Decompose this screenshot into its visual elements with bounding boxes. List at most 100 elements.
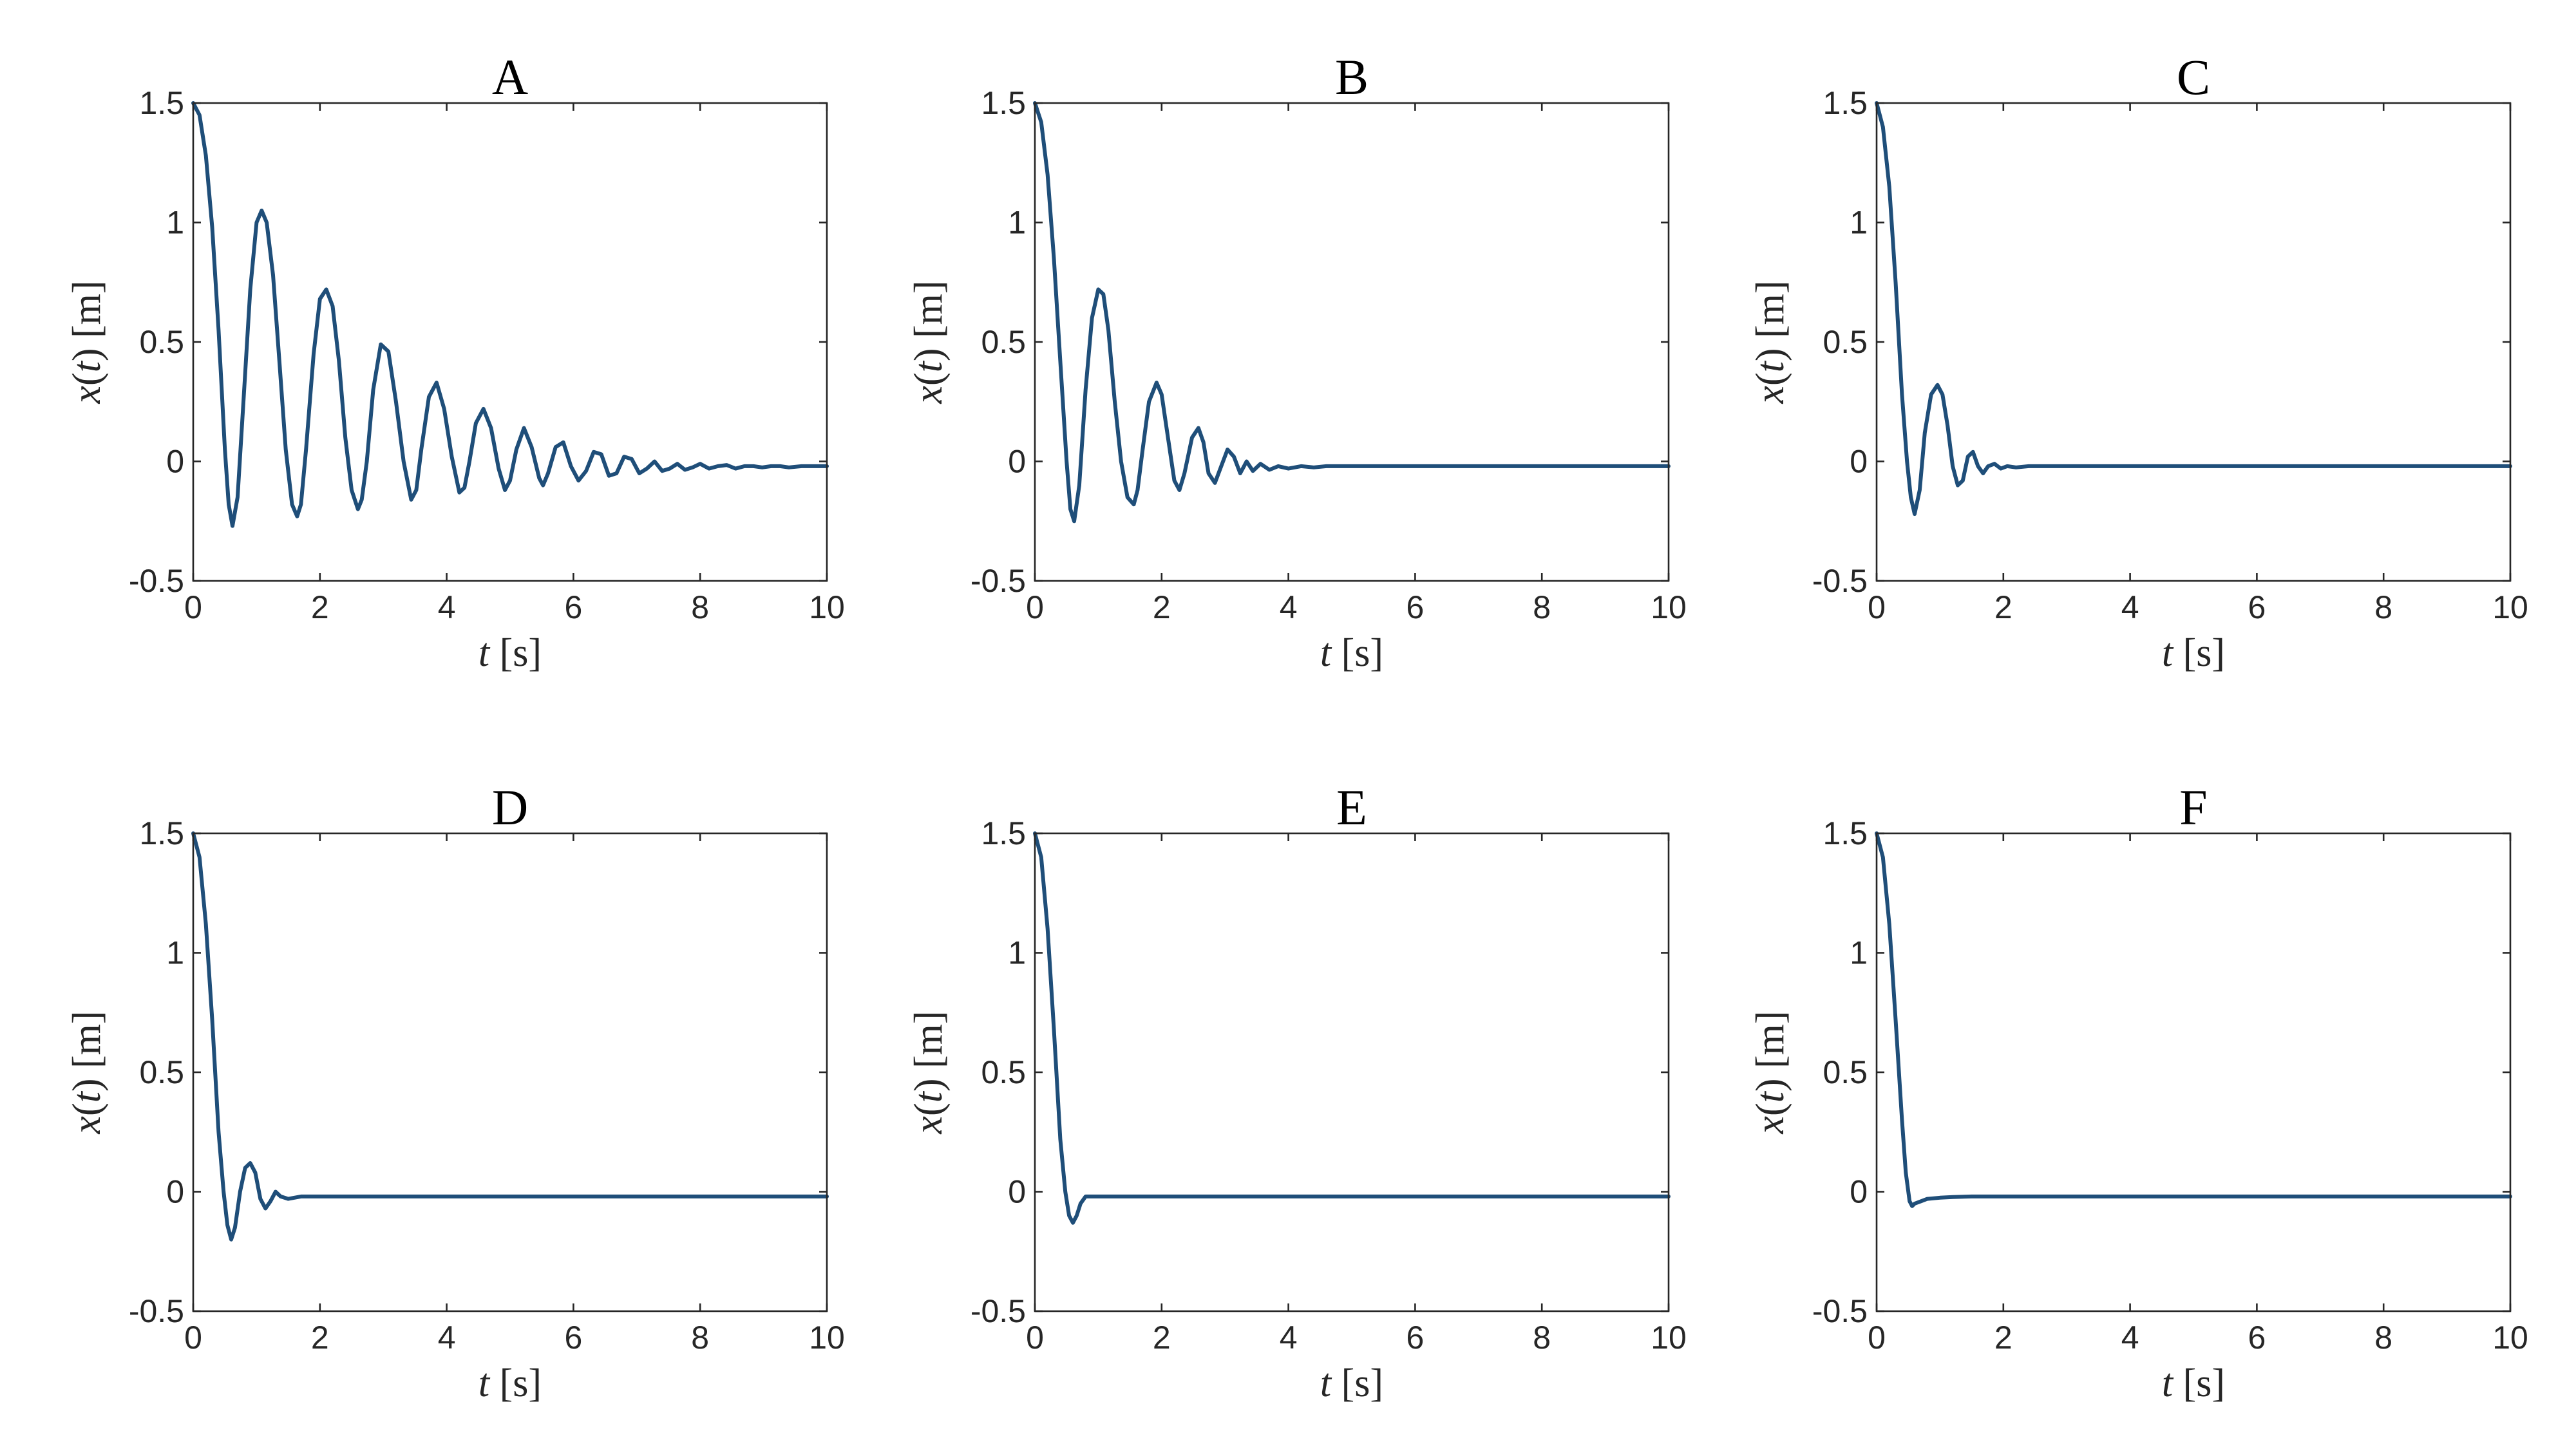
x-tick-label: 10 xyxy=(1651,1320,1687,1356)
y-tick-label: -0.5 xyxy=(129,1293,184,1329)
subplot-f: F0 2 4 6 8 10-0.500.511.5t [s]x(t) [m] xyxy=(1748,779,2528,1405)
y-tick-label: 1 xyxy=(166,935,184,971)
subplot-b: B0 2 4 6 8 10-0.500.511.5t [s]x(t) [m] xyxy=(907,49,1687,675)
y-tick-label: 0.5 xyxy=(139,324,184,360)
y-tick-label: 1.5 xyxy=(139,815,184,851)
x-tick-label: 0 xyxy=(1868,589,1886,625)
series-line xyxy=(191,831,829,1242)
ticks: 0 2 4 6 8 10-0.500.511.5 xyxy=(971,815,1687,1356)
y-axis-label: x(t) [m] xyxy=(1748,280,1792,404)
x-tick-label: 2 xyxy=(311,1320,329,1356)
y-tick-label: 0.5 xyxy=(981,1054,1026,1090)
x-tick-label: 4 xyxy=(1280,1320,1298,1356)
x-tick-label: 8 xyxy=(1533,1320,1551,1356)
x-tick-label: 4 xyxy=(438,1320,456,1356)
y-axis-label: x(t) [m] xyxy=(907,1010,951,1134)
y-tick-label: 1.5 xyxy=(981,815,1026,851)
y-tick-label: 1 xyxy=(166,205,184,241)
ticks: 0 2 4 6 8 10-0.500.511.5 xyxy=(971,85,1687,625)
ticks: 0 2 4 6 8 10-0.500.511.5 xyxy=(1812,815,2528,1356)
y-tick-label: -0.5 xyxy=(1812,1293,1868,1329)
x-tick-label: 0 xyxy=(1868,1320,1886,1356)
series-line xyxy=(1875,101,2512,516)
x-tick-label: 6 xyxy=(1406,1320,1424,1356)
ticks: 0 2 4 6 8 10-0.500.511.5 xyxy=(129,815,845,1356)
subplot-title: A xyxy=(492,49,528,105)
axes-frame xyxy=(1875,102,2512,582)
x-axis-label: t [s] xyxy=(2162,1361,2225,1405)
series-line xyxy=(1875,831,2512,1208)
x-tick-label: 2 xyxy=(1994,1320,2012,1356)
x-tick-label: 2 xyxy=(1153,589,1171,625)
x-tick-label: 8 xyxy=(691,1320,709,1356)
x-tick-label: 4 xyxy=(2121,589,2139,625)
y-tick-label: 0 xyxy=(1850,444,1868,480)
x-tick-label: 6 xyxy=(564,589,582,625)
x-axis-label: t [s] xyxy=(1320,631,1383,675)
y-tick-label: 1 xyxy=(1008,935,1026,971)
subplot-a: A0 2 4 6 8 10-0.500.511.5t [s]x(t) [m] xyxy=(65,49,845,675)
series-line xyxy=(1033,101,1671,524)
x-tick-label: 6 xyxy=(1406,589,1424,625)
y-tick-label: 0.5 xyxy=(1823,1054,1868,1090)
y-tick-label: 1.5 xyxy=(1823,815,1868,851)
subplot-c: C0 2 4 6 8 10-0.500.511.5t [s]x(t) [m] xyxy=(1748,49,2528,675)
x-tick-label: 8 xyxy=(691,589,709,625)
x-tick-label: 6 xyxy=(2248,589,2266,625)
y-tick-label: 0 xyxy=(166,444,184,480)
series-line xyxy=(191,101,829,528)
axes-frame xyxy=(1875,832,2512,1312)
y-tick-label: 0 xyxy=(166,1174,184,1210)
x-tick-label: 10 xyxy=(2492,589,2528,625)
y-axis-label: x(t) [m] xyxy=(65,280,109,404)
y-tick-label: -0.5 xyxy=(971,563,1026,599)
x-tick-label: 0 xyxy=(1026,1320,1044,1356)
x-tick-label: 4 xyxy=(1280,589,1298,625)
subplot-title: C xyxy=(2177,49,2210,105)
y-tick-label: 1.5 xyxy=(981,85,1026,121)
y-tick-label: 1 xyxy=(1850,935,1868,971)
x-tick-label: 6 xyxy=(564,1320,582,1356)
x-axis-label: t [s] xyxy=(478,631,542,675)
x-tick-label: 8 xyxy=(1533,589,1551,625)
x-tick-label: 4 xyxy=(438,589,456,625)
x-tick-label: 0 xyxy=(184,589,202,625)
axes-frame xyxy=(192,832,828,1312)
axes-frame xyxy=(1034,832,1670,1312)
x-tick-label: 4 xyxy=(2121,1320,2139,1356)
x-axis-label: t [s] xyxy=(478,1361,542,1405)
y-axis-label: x(t) [m] xyxy=(1748,1010,1792,1134)
subplot-e: E0 2 4 6 8 10-0.500.511.5t [s]x(t) [m] xyxy=(907,779,1687,1405)
subplot-d: D0 2 4 6 8 10-0.500.511.5t [s]x(t) [m] xyxy=(65,779,845,1405)
y-tick-label: -0.5 xyxy=(971,1293,1026,1329)
subplot-title: B xyxy=(1335,49,1368,105)
subplot-title: D xyxy=(492,779,528,835)
axes-frame xyxy=(1034,102,1670,582)
ticks: 0 2 4 6 8 10-0.500.511.5 xyxy=(1812,85,2528,625)
y-axis-label: x(t) [m] xyxy=(907,280,951,404)
x-axis-label: t [s] xyxy=(1320,1361,1383,1405)
x-tick-label: 10 xyxy=(2492,1320,2528,1356)
x-tick-label: 2 xyxy=(311,589,329,625)
x-tick-label: 8 xyxy=(2374,589,2392,625)
subplot-title: F xyxy=(2179,779,2207,835)
y-tick-label: 1 xyxy=(1850,205,1868,241)
y-tick-label: 0 xyxy=(1008,1174,1026,1210)
x-tick-label: 8 xyxy=(2374,1320,2392,1356)
y-tick-label: -0.5 xyxy=(1812,563,1868,599)
y-tick-label: 0 xyxy=(1008,444,1026,480)
y-tick-label: 1 xyxy=(1008,205,1026,241)
x-tick-label: 10 xyxy=(1651,589,1687,625)
y-tick-label: 1.5 xyxy=(139,85,184,121)
subplot-title: E xyxy=(1336,779,1367,835)
x-tick-label: 10 xyxy=(809,589,845,625)
y-axis-label: x(t) [m] xyxy=(65,1010,109,1134)
y-tick-label: -0.5 xyxy=(129,563,184,599)
x-tick-label: 0 xyxy=(1026,589,1044,625)
x-tick-label: 6 xyxy=(2248,1320,2266,1356)
y-tick-label: 0.5 xyxy=(1823,324,1868,360)
x-tick-label: 10 xyxy=(809,1320,845,1356)
axes-frame xyxy=(192,102,828,582)
x-tick-label: 0 xyxy=(184,1320,202,1356)
